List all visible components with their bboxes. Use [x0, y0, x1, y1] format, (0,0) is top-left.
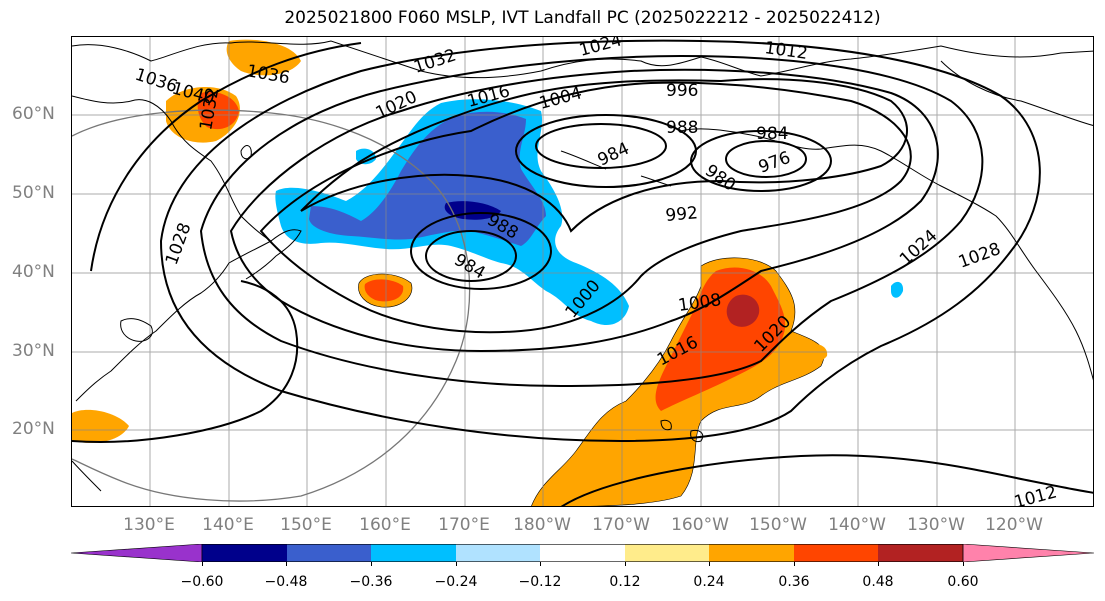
cbar-tickmark	[709, 562, 710, 566]
ivt-warm-region-8	[226, 39, 301, 76]
isobar-label: 988	[666, 118, 698, 138]
lon-label-120w: 120°W	[985, 515, 1043, 535]
cbar-tickmark	[794, 562, 795, 566]
isobar-label: 984	[756, 124, 788, 144]
cbar-tick-label: 0.24	[693, 574, 725, 590]
lat-label-40n: 40°N	[12, 262, 55, 282]
isobars	[72, 39, 1093, 506]
lon-label-140w: 140°W	[828, 515, 886, 535]
lon-label-140e: 140°E	[202, 515, 254, 535]
ivt-warm-region-10	[796, 343, 828, 364]
map-panel: 1024 1032 1012 1036 1040 1036 1032 1020 …	[71, 36, 1094, 507]
cbar-tick-label: −0.24	[434, 574, 478, 590]
isobar-label: 992	[665, 203, 699, 226]
cbar-tick-label: −0.48	[264, 574, 308, 590]
cbar-tickmark	[963, 562, 964, 566]
colorbar-segment	[709, 544, 794, 562]
cbar-tickmark	[202, 562, 203, 566]
isobar-label: 1020	[373, 87, 421, 123]
lon-label-130e: 130°E	[123, 515, 175, 535]
cbar-tick-label: 0.12	[609, 574, 641, 590]
lat-label-30n: 30°N	[12, 341, 55, 361]
cbar-tick-label: 0.48	[862, 574, 894, 590]
cbar-tickmark	[371, 562, 372, 566]
lon-label-160w: 160°W	[671, 515, 729, 535]
lon-label-170w: 170°W	[592, 515, 650, 535]
cbar-tick-label: 0.60	[947, 574, 979, 590]
isobar-label: 996	[666, 81, 698, 101]
cbar-tick-label: 0.36	[778, 574, 810, 590]
lon-label-150w: 150°W	[749, 515, 807, 535]
isobar-label: 1012	[1012, 482, 1059, 507]
colorbar-segment	[456, 544, 540, 562]
cbar-tickmark	[878, 562, 879, 566]
isobar-label: 980	[701, 161, 739, 196]
cbar-tick-label: −0.60	[180, 574, 224, 590]
lat-label-50n: 50°N	[12, 183, 55, 203]
ivt-warm-region-3	[726, 294, 760, 327]
lon-label-150e: 150°E	[280, 515, 332, 535]
colorbar-segment	[794, 544, 878, 562]
positive-ivt-shading	[72, 39, 828, 506]
colorbar-segment-extend-max	[962, 544, 1094, 562]
isobar-label: 1012	[763, 38, 809, 64]
colorbar-segment-extend-min	[71, 544, 203, 562]
lon-label-160e: 160°E	[359, 515, 411, 535]
ivt-warm-region-9	[72, 409, 129, 443]
lat-label-20n: 20°N	[12, 419, 55, 439]
cbar-tickmark	[456, 562, 457, 566]
isobar-label: 1032	[411, 45, 458, 77]
map-title: 2025021800 F060 MSLP, IVT Landfall PC (2…	[284, 8, 881, 28]
isobar-label: 1004	[537, 83, 584, 114]
colorbar-segment	[202, 544, 287, 562]
map-svg: 1024 1032 1012 1036 1040 1036 1032 1020 …	[72, 37, 1093, 507]
colorbar-outline	[201, 544, 964, 562]
colorbar-segment	[371, 544, 456, 562]
cbar-tickmark	[540, 562, 541, 566]
colorbar-segment	[287, 544, 371, 562]
colorbar	[71, 544, 1094, 562]
colorbar-segment	[625, 544, 709, 562]
ivt-cool-region-5	[891, 281, 904, 298]
ivt-warm-region-5	[364, 279, 404, 302]
lon-label-170e: 170°E	[438, 515, 490, 535]
isobar-label: 1028	[162, 220, 196, 267]
lat-label-60n: 60°N	[12, 104, 55, 124]
lon-label-180w: 180°W	[513, 515, 571, 535]
colorbar-segment	[878, 544, 963, 562]
cbar-tickmark	[286, 562, 287, 566]
cbar-tick-label: −0.12	[518, 574, 562, 590]
isobar-label: 1024	[896, 226, 942, 270]
cbar-tick-label: −0.36	[349, 574, 393, 590]
colorbar-segment	[540, 544, 625, 562]
lon-label-130w: 130°W	[907, 515, 965, 535]
cbar-tickmark	[625, 562, 626, 566]
